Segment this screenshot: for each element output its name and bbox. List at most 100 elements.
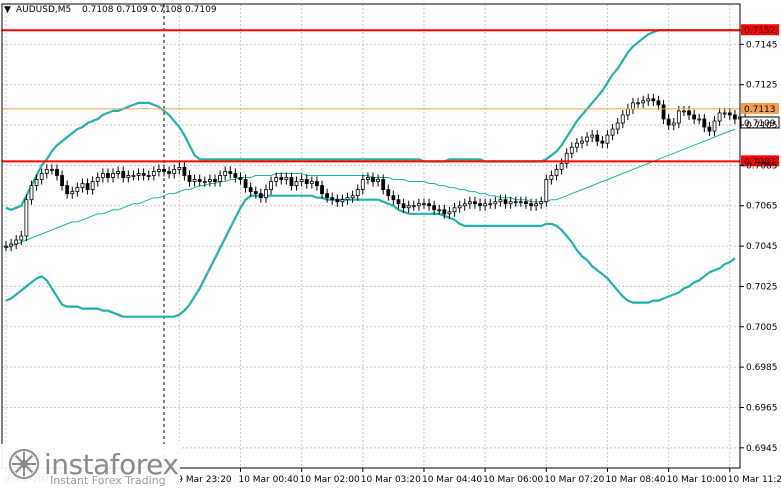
candle-body <box>218 175 222 182</box>
candles <box>4 93 747 252</box>
instaforex-logo-icon <box>9 449 39 479</box>
candle-body <box>100 173 105 178</box>
candle-body <box>539 201 544 205</box>
candle-body <box>238 177 243 180</box>
plot-frame <box>1 3 741 469</box>
x-tick-label: 10 Mar 03:20 <box>361 475 421 485</box>
candle-body <box>549 175 554 180</box>
candle-body <box>279 177 284 180</box>
y-tick-label: 0.7125 <box>746 81 778 91</box>
candle-body <box>478 203 482 207</box>
candle-body <box>534 203 539 207</box>
candle-body <box>559 162 564 170</box>
candle-body <box>483 203 488 207</box>
candle-body <box>498 199 503 203</box>
candle-body <box>360 179 365 191</box>
candle-body <box>197 179 202 182</box>
candle-body <box>264 189 268 199</box>
x-tick-label: 10 Mar 00:40 <box>238 475 298 485</box>
candle-body <box>315 181 319 186</box>
y-tick-label: 0.6985 <box>746 363 778 373</box>
candle-body <box>508 201 513 205</box>
candle-body <box>641 100 646 104</box>
candle-body <box>207 179 212 182</box>
candle-body <box>335 199 340 203</box>
candle-body <box>253 191 258 195</box>
candle-body <box>172 169 177 174</box>
x-tick-label: 10 Mar 11:20 <box>728 475 781 485</box>
candle-body <box>269 181 273 191</box>
candle-body <box>141 173 146 176</box>
y-tick-label: 0.7065 <box>746 202 778 212</box>
candle-body <box>330 197 335 201</box>
candle-body <box>320 185 324 195</box>
candle-body <box>574 142 579 148</box>
candle-body <box>65 185 70 195</box>
candle-body <box>646 98 651 102</box>
candle-body <box>462 203 467 207</box>
candle-body <box>44 169 49 174</box>
horizontal-levels: 0.7113 0.7152 0.7087 0.7109 <box>2 24 780 167</box>
candle-body <box>233 173 238 178</box>
candle-body <box>121 171 126 178</box>
candle-body <box>294 181 299 186</box>
lower-band-line <box>5 194 736 318</box>
candle-body <box>697 118 702 121</box>
middle-band-line <box>5 128 736 249</box>
candle-body <box>733 114 737 120</box>
candle-body <box>585 136 589 142</box>
candle-body <box>707 126 712 132</box>
candle-body <box>416 203 421 207</box>
candle-body <box>427 203 431 207</box>
candle-body <box>595 134 600 142</box>
candle-body <box>610 128 615 136</box>
candle-body <box>580 140 584 144</box>
candle-body <box>727 112 732 116</box>
candle-body <box>687 110 691 116</box>
candle-body <box>19 235 24 241</box>
candle-body <box>564 152 569 164</box>
candle-body <box>136 173 141 176</box>
level-label: 0.7152 <box>744 26 776 36</box>
candle-body <box>722 112 727 115</box>
candle-body <box>371 177 375 182</box>
candle-body <box>70 191 75 195</box>
y-tick-label: 0.6965 <box>746 403 778 413</box>
candle-body <box>157 169 161 172</box>
candle-body <box>661 104 666 120</box>
candle-body <box>381 179 386 191</box>
price-line-label: 0.7113 <box>744 105 776 115</box>
y-tick-label: 0.6945 <box>746 444 778 454</box>
candle-body <box>366 177 370 180</box>
candle-body <box>24 199 29 237</box>
candle-body <box>340 199 345 203</box>
candle-body <box>702 118 707 128</box>
candle-body <box>386 189 391 197</box>
candle-body <box>442 209 447 215</box>
candle-body <box>401 203 406 209</box>
candle-body <box>111 173 115 178</box>
candle-body <box>513 201 518 204</box>
candle-body <box>75 187 80 193</box>
candle-body <box>213 179 217 182</box>
x-tick-label: 10 Mar 10:00 <box>667 475 727 485</box>
candle-body <box>569 146 574 154</box>
candle-body <box>432 205 437 211</box>
x-tick-label: 10 Mar 07:20 <box>544 475 604 485</box>
candle-body <box>9 243 13 247</box>
candle-body <box>55 169 59 176</box>
candle-body <box>376 179 380 182</box>
candle-body <box>151 171 156 176</box>
candle-body <box>177 167 182 170</box>
candle-body <box>554 169 559 176</box>
candle-body <box>437 209 442 212</box>
candle-body <box>325 193 330 199</box>
candle-body <box>345 197 350 201</box>
price-line-tag <box>741 102 779 114</box>
candle-body <box>518 201 523 204</box>
candle-body <box>457 205 462 209</box>
candle-body <box>544 179 549 203</box>
candle-body <box>243 179 248 188</box>
candle-body <box>666 118 671 126</box>
